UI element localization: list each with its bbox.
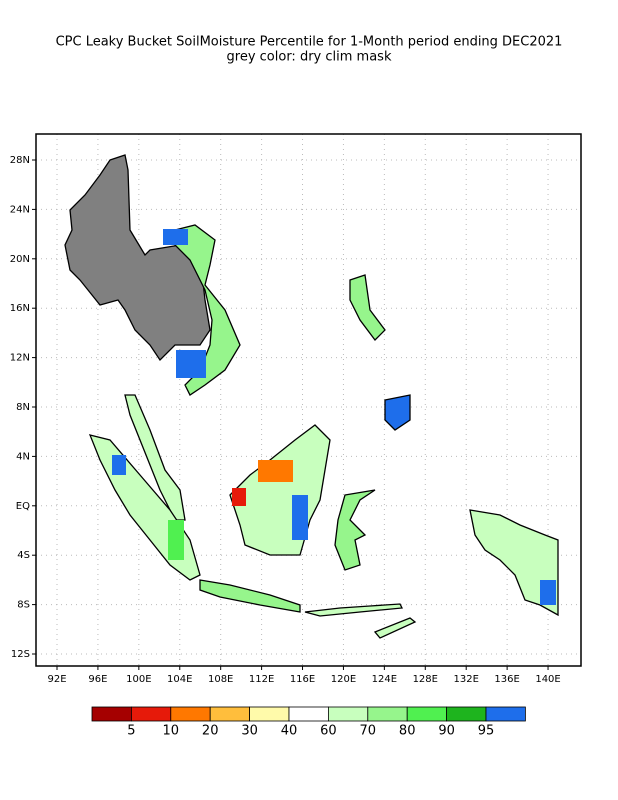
colorbar-box <box>327 706 369 722</box>
lon-tick-label: 140E <box>535 674 560 685</box>
colorbar: 5 10 20 30 40 60 70 80 90 95 <box>91 706 526 739</box>
patch <box>176 350 206 378</box>
lon-tick-label: 108E <box>208 674 233 685</box>
colorbar-label: 60 <box>320 724 337 739</box>
colorbar-box <box>288 706 329 722</box>
timor <box>373 617 417 639</box>
colorbar-box <box>446 706 487 722</box>
colorbar-label: 40 <box>281 724 298 739</box>
patch <box>258 460 293 482</box>
patch <box>112 455 126 475</box>
luzon <box>349 274 386 341</box>
lat-tick-label: 20N <box>10 254 30 265</box>
mindanao <box>384 394 411 431</box>
lon-tick-label: 112E <box>249 674 274 685</box>
colorbar-label: 30 <box>241 724 258 739</box>
colorbar-box <box>249 706 290 722</box>
colorbar-box <box>209 706 250 722</box>
lat-tick-label: 8S <box>17 600 30 611</box>
patch <box>292 495 308 540</box>
lon-tick-label: 120E <box>331 674 356 685</box>
colorbar-box <box>367 706 408 722</box>
sunda-islands <box>304 603 404 617</box>
colorbar-label: 70 <box>360 724 377 739</box>
patch <box>232 488 246 506</box>
colorbar-box <box>170 706 211 722</box>
lon-tick-label: 136E <box>494 674 519 685</box>
axes: 28N 24N 20N 16N 12N 8N 4N EQ 4S 8S 12S 92E 96E 100E 10… <box>10 155 561 685</box>
lat-tick-label: 24N <box>10 204 30 215</box>
lat-tick-label: 28N <box>10 155 30 166</box>
colorbar-label: 10 <box>163 724 180 739</box>
java <box>199 579 301 613</box>
lat-tick-label: 8N <box>16 402 30 413</box>
lon-tick-label: 104E <box>167 674 192 685</box>
sulawesi <box>334 489 376 571</box>
patch <box>168 520 184 560</box>
lat-tick-label: 4S <box>17 550 30 561</box>
lon-tick-label: 124E <box>372 674 397 685</box>
lat-tick-label: 12S <box>11 649 30 660</box>
colorbar-label: 5 <box>127 724 135 739</box>
lon-tick-label: 100E <box>126 674 151 685</box>
lon-tick-label: 116E <box>290 674 315 685</box>
vietnam <box>174 224 241 396</box>
land <box>64 154 559 639</box>
colorbar-box <box>91 706 132 722</box>
map-frame <box>35 133 582 667</box>
colorbar-label: 80 <box>399 724 416 739</box>
mask-region <box>64 154 211 362</box>
lat-tick-label: 16N <box>10 303 30 314</box>
lon-tick-label: 96E <box>88 674 107 685</box>
patch <box>540 580 556 605</box>
subtitle: grey color: dry clim mask <box>227 50 392 65</box>
lat-tick-label: EQ <box>16 501 30 512</box>
lon-tick-label: 92E <box>47 674 66 685</box>
lon-tick-label: 128E <box>413 674 438 685</box>
patch <box>163 229 188 245</box>
colorbar-box <box>485 706 526 722</box>
colorbar-box <box>406 706 448 722</box>
colorbar-box <box>130 706 172 722</box>
lat-tick-label: 12N <box>10 353 30 364</box>
title: CPC Leaky Bucket SoilMoisture Percentile… <box>56 35 563 50</box>
colorbar-label: 90 <box>438 724 455 739</box>
lon-tick-label: 132E <box>453 674 478 685</box>
lat-tick-label: 4N <box>16 451 30 462</box>
colorbar-label: 20 <box>202 724 219 739</box>
colorbar-label: 95 <box>478 724 495 739</box>
